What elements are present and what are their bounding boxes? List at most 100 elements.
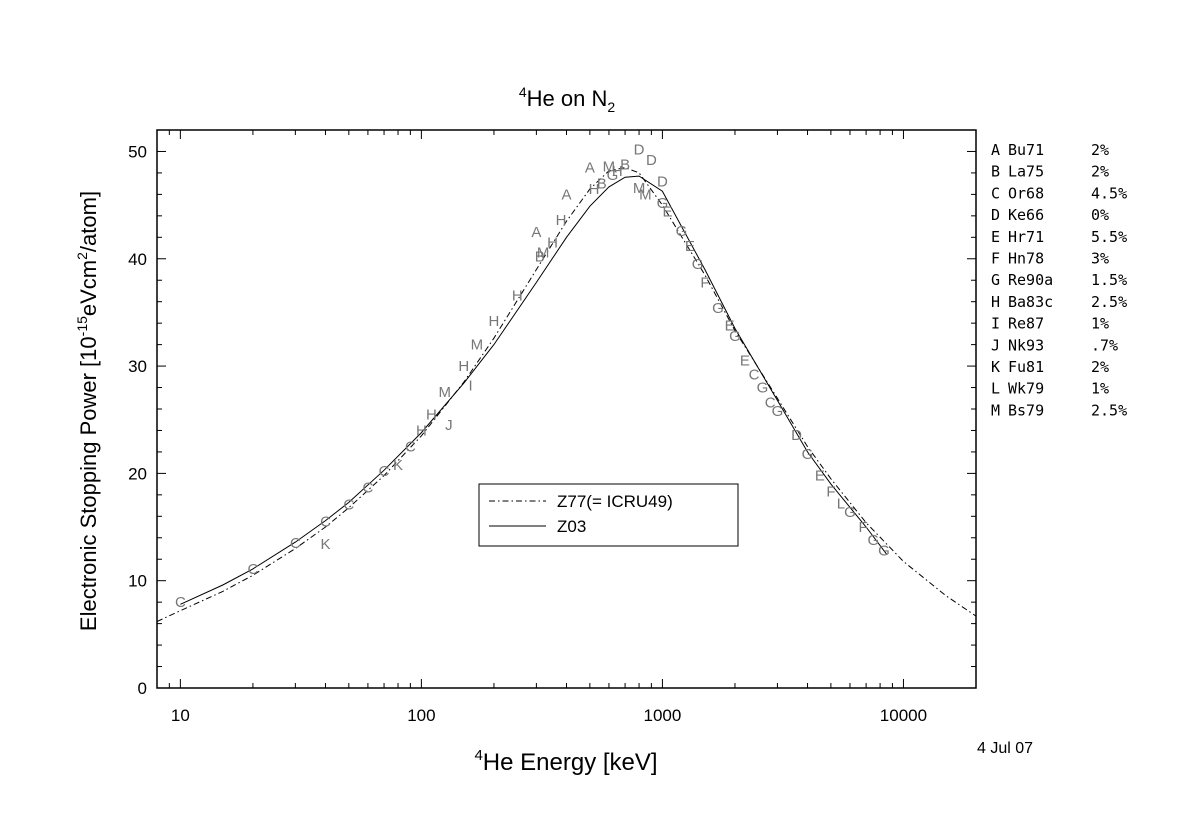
data-point-d: D	[646, 152, 657, 169]
data-point-b: B	[597, 176, 607, 193]
reference-value: 0%	[1091, 206, 1109, 224]
data-point-e: E	[662, 204, 672, 221]
data-point-e: E	[725, 317, 735, 334]
reference-code: Fu81	[1008, 358, 1044, 376]
reference-code: Bs79	[1008, 401, 1044, 419]
reference-code: Nk93	[1008, 336, 1044, 354]
data-point-m: M	[639, 186, 652, 203]
x-axis: 10 100 1000 10000	[156, 130, 977, 725]
y-tick-label: 0	[138, 679, 147, 698]
x-axis-label: 4He Energy [keV]	[474, 747, 657, 776]
y-tick-label: 10	[128, 572, 147, 591]
data-point-g: G	[729, 328, 741, 345]
data-point-k: K	[393, 457, 403, 474]
data-point-c: C	[379, 463, 390, 480]
y-axis-label-post: /atom]	[76, 191, 101, 252]
data-point-m: M	[603, 159, 616, 176]
reference-letter: J	[991, 336, 1000, 354]
reference-code: Hr71	[1008, 228, 1044, 246]
data-point-h: H	[589, 181, 600, 198]
x-tick-label: 100	[407, 706, 435, 725]
data-point-h: H	[556, 212, 567, 229]
data-point-e: E	[740, 353, 750, 370]
reference-letter: G	[991, 271, 1000, 289]
data-point-c: C	[290, 535, 301, 552]
data-point-c: C	[749, 367, 760, 384]
curves-layer	[157, 167, 976, 622]
reference-code: Bu71	[1008, 141, 1044, 159]
reference-code: Hn78	[1008, 250, 1044, 268]
data-point-g: G	[607, 167, 619, 184]
reference-letter: A	[991, 141, 1000, 159]
date-label: 4 Jul 07	[977, 740, 1033, 757]
reference-code: Ke66	[1008, 206, 1044, 224]
legend-box: Z77(= ICRU49) Z03	[478, 483, 739, 547]
data-point-d: D	[657, 174, 668, 191]
x-axis-label-base: He Energy [keV]	[483, 749, 658, 776]
reference-letter: K	[991, 358, 1000, 376]
y-axis-label-mid: eVcm	[76, 260, 101, 316]
data-point-g: G	[712, 300, 724, 317]
y-axis-label-pre: Electronic Stopping Power [10	[76, 336, 101, 631]
curve-z77	[157, 167, 976, 622]
reference-value: 1%	[1091, 380, 1109, 398]
y-tick-label: 30	[128, 357, 147, 376]
data-point-g: G	[657, 195, 669, 212]
data-point-f: F	[700, 274, 709, 291]
reference-letter: M	[991, 401, 1000, 419]
data-point-g: G	[802, 446, 814, 463]
data-point-d: D	[791, 427, 802, 444]
reference-letter: H	[991, 293, 1000, 311]
reference-letter: C	[991, 184, 1000, 202]
data-point-b: B	[620, 156, 630, 173]
data-point-l: L	[837, 495, 845, 512]
chart-title-sub: 2	[607, 99, 615, 115]
data-point-m: M	[438, 384, 451, 401]
reference-value: 2%	[1091, 358, 1109, 376]
legend-frame	[478, 483, 739, 547]
data-point-c: C	[343, 497, 354, 514]
reference-value: 2.5%	[1091, 293, 1127, 311]
reference-letter: F	[991, 250, 1000, 268]
y-tick-label: 20	[128, 464, 147, 483]
reference-value: 3%	[1091, 250, 1109, 268]
data-point-j: J	[445, 417, 453, 434]
data-point-h: H	[512, 287, 523, 304]
data-point-a: A	[585, 160, 595, 177]
reference-value: 4.5%	[1091, 184, 1127, 202]
data-point-c: C	[175, 594, 186, 611]
data-point-c: C	[765, 395, 776, 412]
data-point-g: G	[757, 380, 769, 397]
data-point-h: H	[426, 406, 437, 423]
data-point-g: G	[844, 504, 856, 521]
data-point-b: B	[535, 249, 545, 266]
chart-title: 4He on N2	[519, 84, 616, 115]
reference-value: 2.5%	[1091, 401, 1127, 419]
reference-value: .7%	[1091, 336, 1118, 354]
reference-code: Re87	[1008, 315, 1044, 333]
reference-code: La75	[1008, 163, 1044, 181]
y-tick-label: 50	[128, 142, 147, 161]
reference-list: A Bu71 2% B La75 2% C Or68 4.5% D Ke66 0% E Hr71 5.5% F…	[991, 141, 1127, 419]
reference-value: 1%	[1091, 315, 1109, 333]
reference-value: 1.5%	[1091, 271, 1127, 289]
y-axis-label-sup2: 2	[74, 252, 90, 260]
reference-letter: B	[991, 163, 1000, 181]
y-axis-label-sup1: -15	[74, 316, 90, 336]
reference-letter: E	[991, 228, 1000, 246]
data-point-e: E	[685, 238, 695, 255]
reference-code: Re90a	[1008, 271, 1053, 289]
data-point-d: D	[634, 141, 645, 158]
data-point-m: M	[537, 244, 550, 261]
data-point-i: I	[469, 377, 473, 394]
data-point-g: G	[676, 223, 688, 240]
x-tick-label: 10000	[880, 706, 927, 725]
reference-value: 5.5%	[1091, 228, 1127, 246]
legend-label-z77: Z77(= ICRU49)	[557, 492, 673, 511]
data-point-f: F	[826, 484, 835, 501]
reference-code: Ba83c	[1008, 293, 1053, 311]
reference-value: 2%	[1091, 163, 1109, 181]
legend-label-z03: Z03	[557, 517, 586, 536]
